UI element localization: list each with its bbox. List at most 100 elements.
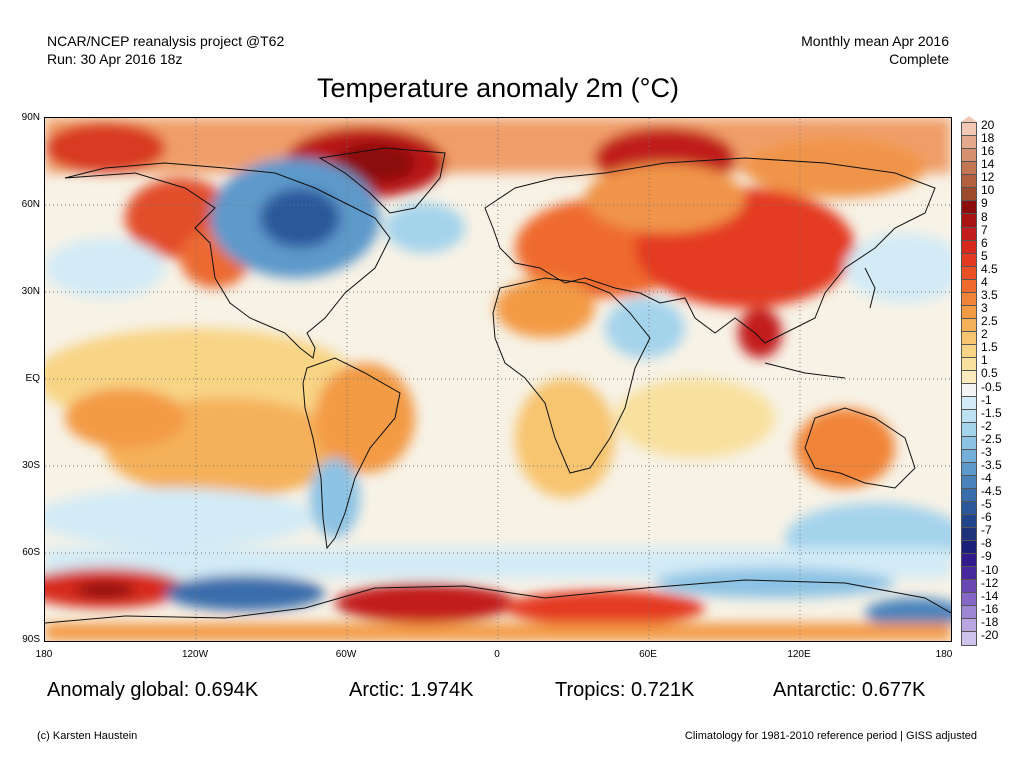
- arctic-anomaly: Arctic: 1.974K: [349, 679, 474, 701]
- colorbar-tick-label: 7: [981, 222, 988, 237]
- colorbar-cell: [961, 593, 977, 607]
- colorbar-tick-label: 10: [981, 183, 995, 198]
- credit: (c) Karsten Haustein: [37, 730, 138, 742]
- colorbar-cell: [961, 266, 977, 280]
- colorbar-cell: [961, 567, 977, 581]
- lon-label-180w: 180: [35, 649, 53, 660]
- colorbar-cell: [961, 501, 977, 515]
- colorbar-tick-label: 16: [981, 144, 995, 159]
- colorbar-tick-label: 1: [981, 353, 988, 368]
- colorbar-tick-label: 3.5: [981, 287, 998, 302]
- map-canvas: [45, 118, 951, 641]
- colorbar-tick-label: 14: [981, 157, 995, 172]
- graticule: [45, 118, 951, 641]
- colorbar-cell: [961, 162, 977, 176]
- period-info: Monthly mean Apr 2016: [801, 33, 949, 49]
- colorbar-cell: [961, 279, 977, 293]
- colorbar-tick-label: -0.5: [981, 379, 1002, 394]
- tropics-anomaly: Tropics: 0.721K: [555, 679, 695, 701]
- colorbar-tick-label: -16: [981, 601, 999, 616]
- colorbar-tick-label: -3.5: [981, 457, 1002, 472]
- colorbar-tick-label: -9: [981, 549, 992, 564]
- colorbar-cell: [961, 305, 977, 319]
- temperature-anomaly-map: [44, 117, 952, 642]
- colorbar-cell: [961, 149, 977, 163]
- colorbar-cell: [961, 436, 977, 450]
- colorbar-tick-label: 20: [981, 118, 995, 132]
- status-info: Complete: [889, 51, 949, 67]
- colorbar-tick-label: 12: [981, 170, 995, 185]
- colorbar-cell: [961, 345, 977, 359]
- anomaly-field: [45, 118, 951, 641]
- colorbar-tick-label: -14: [981, 588, 999, 603]
- colorbar-cell: [961, 371, 977, 385]
- antarctic-anomaly: Antarctic: 0.677K: [773, 679, 926, 701]
- colorbar-cell: [961, 358, 977, 372]
- reference-note: Climatology for 1981-2010 reference peri…: [684, 730, 977, 742]
- colorbar-tick-label: 4.5: [981, 261, 998, 276]
- coastlines: [45, 147, 951, 624]
- colorbar-tick-label: 3: [981, 301, 988, 316]
- colorbar-tick-label: 1.5: [981, 340, 998, 355]
- colorbar-cell: [961, 292, 977, 306]
- lon-label-180e: 180: [935, 649, 953, 660]
- colorbar-cell: [961, 188, 977, 202]
- lat-label-30n: 30N: [21, 286, 40, 297]
- lat-label-90s: 90S: [22, 634, 40, 645]
- run-info: Run: 30 Apr 2016 18z: [47, 51, 183, 67]
- colorbar-cell: [961, 240, 977, 254]
- colorbar-cell: [961, 462, 977, 476]
- colorbar-tick-label: -20: [981, 627, 999, 642]
- colorbar-cell: [961, 514, 977, 528]
- colorbar-tick-label: 18: [981, 131, 995, 146]
- global-anomaly: Anomaly global: 0.694K: [47, 679, 259, 701]
- lon-label-120e: 120E: [787, 649, 811, 660]
- colorbar-tick-label: -18: [981, 614, 999, 629]
- lat-label-60s: 60S: [22, 547, 40, 558]
- colorbar-cell: [961, 175, 977, 189]
- colorbar-cell: [961, 136, 977, 150]
- lon-label-60w: 60W: [335, 649, 357, 660]
- lat-label-eq: EQ: [25, 373, 40, 384]
- colorbar-cell: [961, 488, 977, 502]
- colorbar-tick-label: 9: [981, 196, 988, 211]
- colorbar-cell: [961, 122, 977, 137]
- colorbar-cell: [961, 318, 977, 332]
- colorbar-cell: [961, 619, 977, 633]
- colorbar-tick-label: -6: [981, 510, 992, 525]
- colorbar-tick-label: 5: [981, 248, 988, 263]
- colorbar-tick-label: 2: [981, 327, 988, 342]
- colorbar-tick-label: 8: [981, 209, 988, 224]
- colorbar-tick-label: -8: [981, 536, 992, 551]
- colorbar-tick-label: -1.5: [981, 405, 1002, 420]
- colorbar-tick-label: 6: [981, 235, 988, 250]
- colorbar-tick-label: 4: [981, 274, 988, 289]
- colorbar-cell: [961, 541, 977, 555]
- colorbar-cell: [961, 527, 977, 541]
- colorbar-tick-label: -2.5: [981, 431, 1002, 446]
- colorbar-cell: [961, 580, 977, 594]
- model-info: NCAR/NCEP reanalysis project @T62: [47, 33, 285, 49]
- lat-label-90n: 90N: [21, 112, 40, 123]
- colorbar-cell: [961, 384, 977, 398]
- colorbar-tick-label: -4: [981, 471, 992, 486]
- colorbar-cell: [961, 397, 977, 411]
- lat-label-30s: 30S: [22, 460, 40, 471]
- colorbar-tick-label: -10: [981, 562, 999, 577]
- colorbar-tick-label: 0.5: [981, 366, 998, 381]
- colorbar-tick-label: -12: [981, 575, 999, 590]
- colorbar-tick-label: -2: [981, 418, 992, 433]
- colorbar-cell: [961, 632, 977, 646]
- colorbar-max-arrow: [961, 116, 977, 122]
- colorbar-cell: [961, 201, 977, 215]
- lon-label-60e: 60E: [639, 649, 657, 660]
- colorbar-tick-label: -4.5: [981, 484, 1002, 499]
- colorbar-cell: [961, 227, 977, 241]
- colorbar-tick-label: 2.5: [981, 314, 998, 329]
- colorbar-cell: [961, 606, 977, 620]
- colorbar-cell: [961, 410, 977, 424]
- colorbar-tick-label: -5: [981, 497, 992, 512]
- colorbar-cell: [961, 449, 977, 463]
- lat-label-60n: 60N: [21, 199, 40, 210]
- colorbar-cell: [961, 253, 977, 267]
